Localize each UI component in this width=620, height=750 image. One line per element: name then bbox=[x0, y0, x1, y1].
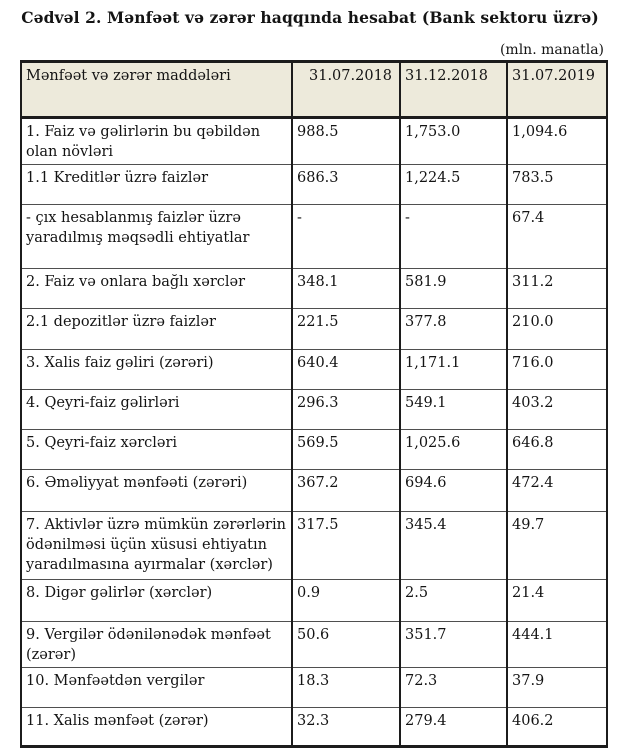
row-label: 8. Digər gəlirlər (xərclər) bbox=[20, 579, 292, 622]
row-label: 1. Faiz və gəlirlərin bu qəbildən olan n… bbox=[20, 117, 292, 165]
row-value: 472.4 bbox=[506, 469, 607, 512]
table-row: 2.1 depozitlər üzrə faizlər 221.5 377.8 210… bbox=[20, 308, 607, 350]
table-row: 6. Əməliyyat mənfəəti (zərəri) 367.2 694.6… bbox=[20, 469, 607, 512]
table-row: - çıx hesablanmış faizlər üzrə yaradılmı… bbox=[20, 204, 607, 269]
row-value: - bbox=[291, 204, 400, 269]
row-value: 348.1 bbox=[291, 268, 400, 309]
row-value: 646.8 bbox=[506, 429, 607, 470]
row-value: 1,224.5 bbox=[399, 164, 507, 205]
row-value: 2.5 bbox=[399, 579, 507, 622]
table-row: 9. Vergilər ödənilənədək mənfəət (zərər)… bbox=[20, 621, 607, 668]
table-row: 3. Xalis faiz gəliri (zərəri) 640.4 1,171.… bbox=[20, 349, 607, 390]
table-row: 2. Faiz və onlara bağlı xərclər 348.1 581.… bbox=[20, 268, 607, 309]
row-label: 11. Xalis mənfəət (zərər) bbox=[20, 707, 292, 747]
col-header-date-2018-12: 31.12.2018 bbox=[399, 61, 507, 119]
col-header-date-2019-07: 31.07.2019 bbox=[506, 61, 607, 119]
row-value: 444.1 bbox=[506, 621, 607, 668]
row-value: 210.0 bbox=[506, 308, 607, 350]
row-value: 221.5 bbox=[291, 308, 400, 350]
row-value: - bbox=[399, 204, 507, 269]
row-label: 5. Qeyri-faiz xərcləri bbox=[20, 429, 292, 470]
table-row: 8. Digər gəlirlər (xərclər) 0.9 2.5 21.4 bbox=[20, 579, 607, 622]
row-label: 1.1 Kreditlər üzrə faizlər bbox=[20, 164, 292, 205]
row-value: 377.8 bbox=[399, 308, 507, 350]
row-value: 296.3 bbox=[291, 389, 400, 430]
row-value: 67.4 bbox=[506, 204, 607, 269]
table-row: 11. Xalis mənfəət (zərər) 32.3 279.4 406.2 bbox=[20, 707, 607, 747]
row-label: 4. Qeyri-faiz gəlirləri bbox=[20, 389, 292, 430]
row-value: 403.2 bbox=[506, 389, 607, 430]
table-header-row: Mənfəət və zərər maddələri 31.07.2018 31… bbox=[20, 61, 607, 119]
row-value: 37.9 bbox=[506, 667, 607, 708]
col-header-date-2018-07: 31.07.2018 bbox=[291, 61, 400, 119]
row-value: 317.5 bbox=[291, 511, 400, 580]
table-row: 4. Qeyri-faiz gəlirləri 296.3 549.1 403.2 bbox=[20, 389, 607, 430]
row-label: 2.1 depozitlər üzrə faizlər bbox=[20, 308, 292, 350]
row-label: 7. Aktivlər üzrə mümkün zərərlərin ödəni… bbox=[20, 511, 292, 580]
row-value: 21.4 bbox=[506, 579, 607, 622]
row-value: 351.7 bbox=[399, 621, 507, 668]
row-value: 1,094.6 bbox=[506, 117, 607, 165]
row-label: 3. Xalis faiz gəliri (zərəri) bbox=[20, 349, 292, 390]
row-value: 345.4 bbox=[399, 511, 507, 580]
table-body: 1. Faiz və gəlirlərin bu qəbildən olan n… bbox=[20, 117, 607, 747]
row-value: 581.9 bbox=[399, 268, 507, 309]
document-title: Cədvəl 2. Mənfəət və zərər haqqında hesa… bbox=[21, 8, 599, 27]
table-row: 7. Aktivlər üzrə mümkün zərərlərin ödəni… bbox=[20, 511, 607, 580]
col-header-items: Mənfəət və zərər maddələri bbox=[20, 61, 292, 119]
profit-loss-table: Mənfəət və zərər maddələri 31.07.2018 31… bbox=[20, 60, 608, 748]
table-row: 1. Faiz və gəlirlərin bu qəbildən olan n… bbox=[20, 117, 607, 165]
row-label: 6. Əməliyyat mənfəəti (zərəri) bbox=[20, 469, 292, 512]
row-value: 686.3 bbox=[291, 164, 400, 205]
row-value: 988.5 bbox=[291, 117, 400, 165]
row-value: 406.2 bbox=[506, 707, 607, 747]
row-value: 72.3 bbox=[399, 667, 507, 708]
row-value: 569.5 bbox=[291, 429, 400, 470]
unit-note: (mln. manatla) bbox=[499, 42, 604, 58]
row-value: 0.9 bbox=[291, 579, 400, 622]
row-value: 1,753.0 bbox=[399, 117, 507, 165]
table-row: 5. Qeyri-faiz xərcləri 569.5 1,025.6 646.8 bbox=[20, 429, 607, 470]
row-value: 640.4 bbox=[291, 349, 400, 390]
row-value: 694.6 bbox=[399, 469, 507, 512]
row-value: 279.4 bbox=[399, 707, 507, 747]
row-value: 18.3 bbox=[291, 667, 400, 708]
row-label: 2. Faiz və onlara bağlı xərclər bbox=[20, 268, 292, 309]
row-value: 1,025.6 bbox=[399, 429, 507, 470]
row-label: - çıx hesablanmış faizlər üzrə yaradılmı… bbox=[20, 204, 292, 269]
row-value: 49.7 bbox=[506, 511, 607, 580]
table-row: 10. Mənfəətdən vergilər 18.3 72.3 37.9 bbox=[20, 667, 607, 708]
row-value: 32.3 bbox=[291, 707, 400, 747]
row-value: 549.1 bbox=[399, 389, 507, 430]
row-value: 367.2 bbox=[291, 469, 400, 512]
row-value: 50.6 bbox=[291, 621, 400, 668]
row-value: 1,171.1 bbox=[399, 349, 507, 390]
row-value: 716.0 bbox=[506, 349, 607, 390]
row-label: 10. Mənfəətdən vergilər bbox=[20, 667, 292, 708]
row-label: 9. Vergilər ödənilənədək mənfəət (zərər) bbox=[20, 621, 292, 668]
row-value: 783.5 bbox=[506, 164, 607, 205]
table-row: 1.1 Kreditlər üzrə faizlər 686.3 1,224.5 78… bbox=[20, 164, 607, 205]
row-value: 311.2 bbox=[506, 268, 607, 309]
